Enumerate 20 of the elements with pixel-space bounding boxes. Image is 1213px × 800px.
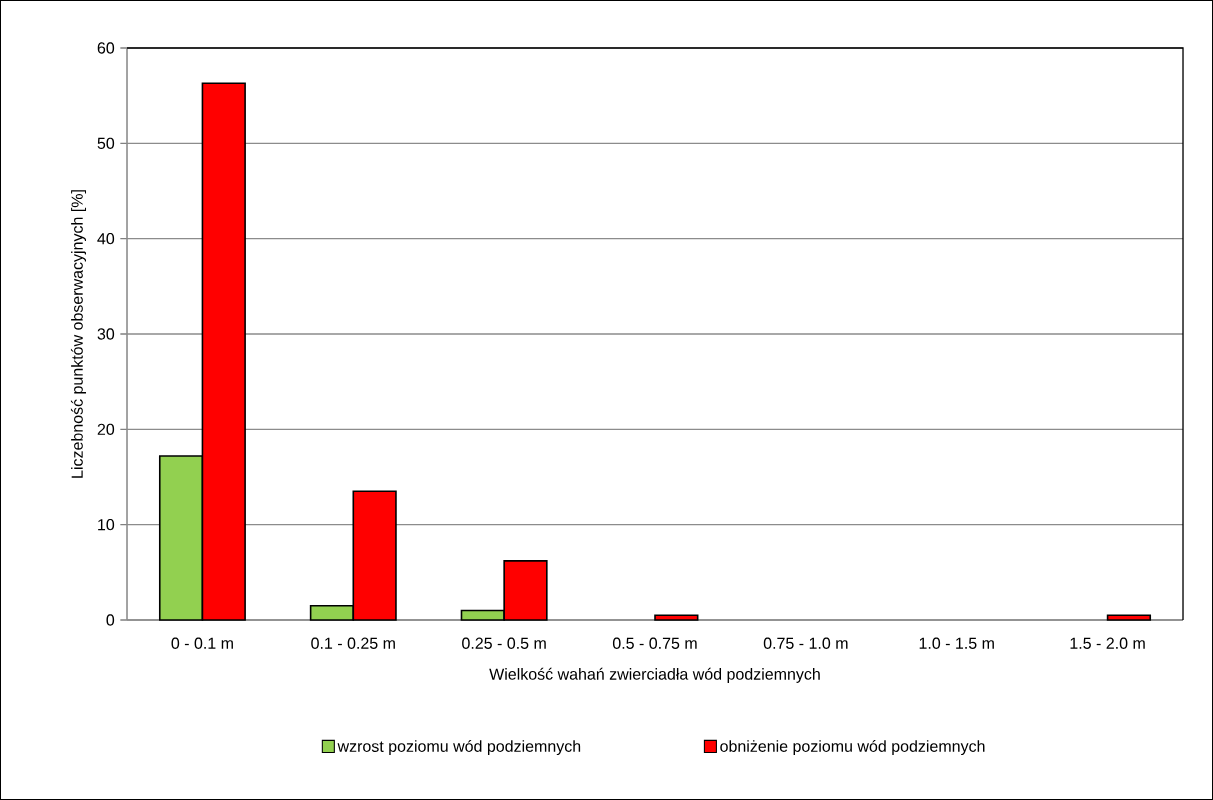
x-tick-label: 1.5 - 2.0 m [1070, 637, 1145, 649]
x-tick-label: 0.75 - 1.0 m [763, 637, 848, 649]
bar [654, 614, 699, 621]
x-tick-label: 1.0 - 1.5 m [919, 637, 994, 649]
x-tick-label: 0.25 - 0.5 m [462, 637, 546, 649]
y-tick-label: 20 [97, 423, 115, 435]
legend-label: wzrost poziomu wód podziemnych [337, 739, 581, 756]
y-tick-label: 60 [97, 42, 115, 54]
bar [1106, 614, 1152, 621]
x-tick-label: 0 - 0.1 m [171, 637, 233, 649]
y-tick-label: 40 [97, 232, 115, 245]
y-axis-title: Liczebność punktów obserwacyjnych [%] [70, 190, 87, 478]
x-tick-label: 0.1 - 0.25 m [311, 637, 395, 649]
y-tick-label: 0 [106, 614, 115, 626]
y-tick-label: 10 [98, 519, 115, 531]
y-tick-label: 30 [97, 328, 115, 340]
x-axis-title: Wielkość wahań zwierciadła wód podziemnych [489, 667, 820, 683]
y-tick-label: 50 [97, 137, 115, 149]
legend-label: obniżenie poziomu wód podziemnych [720, 739, 985, 756]
x-tick-label: 0.5 - 0.75 m [612, 637, 697, 649]
